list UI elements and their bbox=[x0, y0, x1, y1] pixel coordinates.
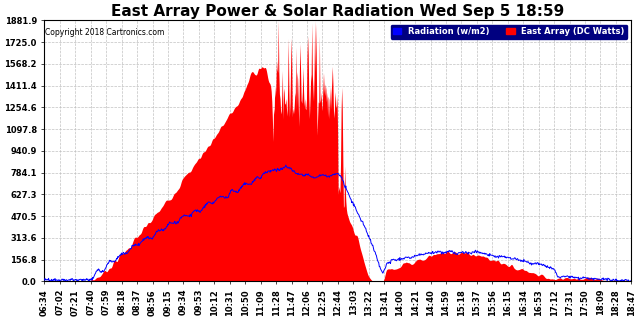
Title: East Array Power & Solar Radiation Wed Sep 5 18:59: East Array Power & Solar Radiation Wed S… bbox=[111, 4, 564, 19]
Text: Copyright 2018 Cartronics.com: Copyright 2018 Cartronics.com bbox=[45, 28, 164, 37]
Legend: Radiation (w/m2), East Array (DC Watts): Radiation (w/m2), East Array (DC Watts) bbox=[390, 25, 627, 38]
